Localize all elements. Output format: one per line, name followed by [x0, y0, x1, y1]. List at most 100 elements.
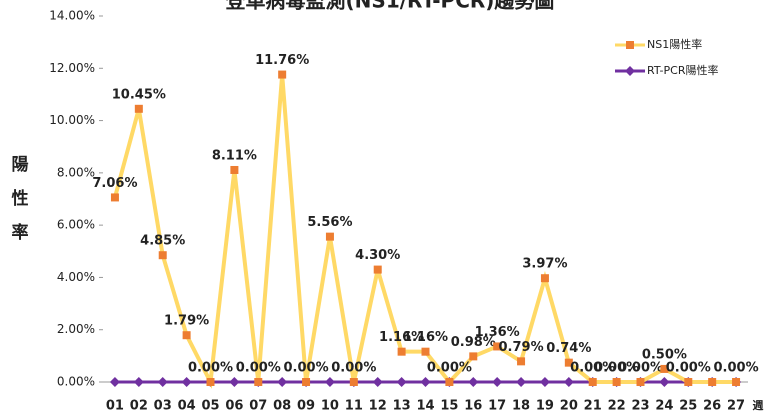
marker	[396, 377, 407, 387]
x-axis-label: 週	[753, 398, 764, 412]
x-tick-label: 21	[584, 399, 602, 414]
value-label: 5.56%	[307, 215, 352, 230]
marker	[157, 377, 168, 387]
value-label: 0.00%	[427, 361, 472, 376]
x-tick-label: 05	[201, 399, 219, 414]
value-label: 4.30%	[355, 248, 400, 263]
x-tick-label: 09	[297, 399, 315, 414]
marker	[468, 377, 479, 387]
y-tick-label: 8.00%	[57, 165, 95, 179]
value-label: 0.00%	[284, 361, 329, 376]
y-tick-label: 12.00%	[49, 61, 95, 75]
x-tick-label: 25	[679, 399, 697, 414]
marker	[133, 377, 144, 387]
marker	[206, 378, 215, 386]
marker	[134, 104, 143, 113]
x-tick-label: 04	[178, 399, 196, 414]
x-tick-label: 15	[440, 399, 458, 414]
x-tick-label: 26	[703, 399, 721, 414]
value-label: 0.00%	[331, 361, 376, 376]
marker	[708, 378, 717, 386]
marker	[517, 357, 526, 366]
marker	[302, 378, 311, 386]
value-label: 0.50%	[642, 347, 687, 362]
value-label: 4.85%	[140, 234, 185, 249]
marker	[660, 364, 669, 373]
y-tick-label: 10.00%	[49, 113, 95, 127]
value-label: 1.16%	[379, 330, 424, 345]
x-tick-label: 08	[273, 399, 291, 414]
marker	[397, 347, 406, 356]
x-tick-label: 06	[225, 399, 243, 414]
y-tick-label: 6.00%	[57, 218, 95, 232]
marker	[469, 352, 478, 361]
marker	[659, 377, 670, 387]
marker	[158, 251, 167, 260]
marker	[110, 193, 119, 202]
value-label: 0.00%	[618, 361, 663, 376]
x-tick-label: 11	[345, 399, 363, 414]
value-label: 0.00%	[714, 361, 759, 376]
marker	[732, 378, 741, 386]
value-label: 1.36%	[475, 325, 520, 340]
marker	[349, 378, 358, 386]
marker	[324, 377, 335, 387]
value-label: 8.11%	[212, 148, 257, 163]
x-tick-label: 03	[154, 399, 172, 414]
x-tick-label: 10	[321, 399, 339, 414]
value-label: 0.00%	[666, 361, 711, 376]
y-tick-label: 2.00%	[57, 322, 95, 336]
marker	[109, 377, 120, 387]
value-label: 0.00%	[188, 361, 233, 376]
marker	[492, 377, 503, 387]
marker	[254, 378, 263, 386]
value-label: 11.76%	[255, 53, 309, 68]
marker	[563, 377, 574, 387]
x-tick-label: 16	[464, 399, 482, 414]
marker	[588, 378, 597, 386]
marker	[372, 377, 383, 387]
marker	[612, 378, 621, 386]
value-label: 3.97%	[522, 257, 567, 272]
marker	[493, 342, 502, 351]
value-label: 0.00%	[236, 361, 281, 376]
legend-label: NS1陽性率	[647, 37, 702, 51]
x-tick-label: 13	[393, 399, 411, 414]
value-label: 0.79%	[499, 340, 544, 355]
value-label: 0.74%	[546, 341, 591, 356]
marker	[181, 377, 192, 387]
legend-marker	[625, 66, 635, 76]
marker	[684, 378, 693, 386]
x-tick-label: 22	[608, 399, 626, 414]
value-label: 1.79%	[164, 314, 209, 329]
x-tick-label: 17	[488, 399, 506, 414]
marker	[277, 377, 288, 387]
chart-title: 登革病毒監測(NS1/RT-PCR)趨勢圖	[225, 0, 555, 13]
marker	[540, 274, 549, 283]
marker	[516, 377, 527, 387]
marker	[278, 70, 287, 79]
marker	[373, 265, 382, 274]
marker	[229, 377, 240, 387]
x-tick-label: 14	[416, 399, 434, 414]
x-tick-label: 02	[130, 399, 148, 414]
y-tick-label: 4.00%	[57, 270, 95, 284]
x-tick-label: 24	[655, 399, 673, 414]
value-label: 10.45%	[112, 87, 166, 102]
y-tick-label: 0.00%	[57, 375, 95, 389]
x-tick-label: 27	[727, 399, 745, 414]
marker	[564, 358, 573, 367]
marker	[325, 232, 334, 241]
y-tick-label: 14.00%	[49, 9, 95, 23]
value-label: 1.16%	[403, 330, 448, 345]
marker	[636, 378, 645, 386]
marker	[420, 377, 431, 387]
x-tick-label: 18	[512, 399, 530, 414]
legend-label: RT-PCR陽性率	[647, 63, 718, 77]
marker	[182, 331, 191, 340]
marker	[230, 165, 239, 174]
value-label: 0.00%	[570, 361, 615, 376]
x-tick-label: 01	[106, 399, 124, 414]
x-tick-label: 12	[369, 399, 387, 414]
